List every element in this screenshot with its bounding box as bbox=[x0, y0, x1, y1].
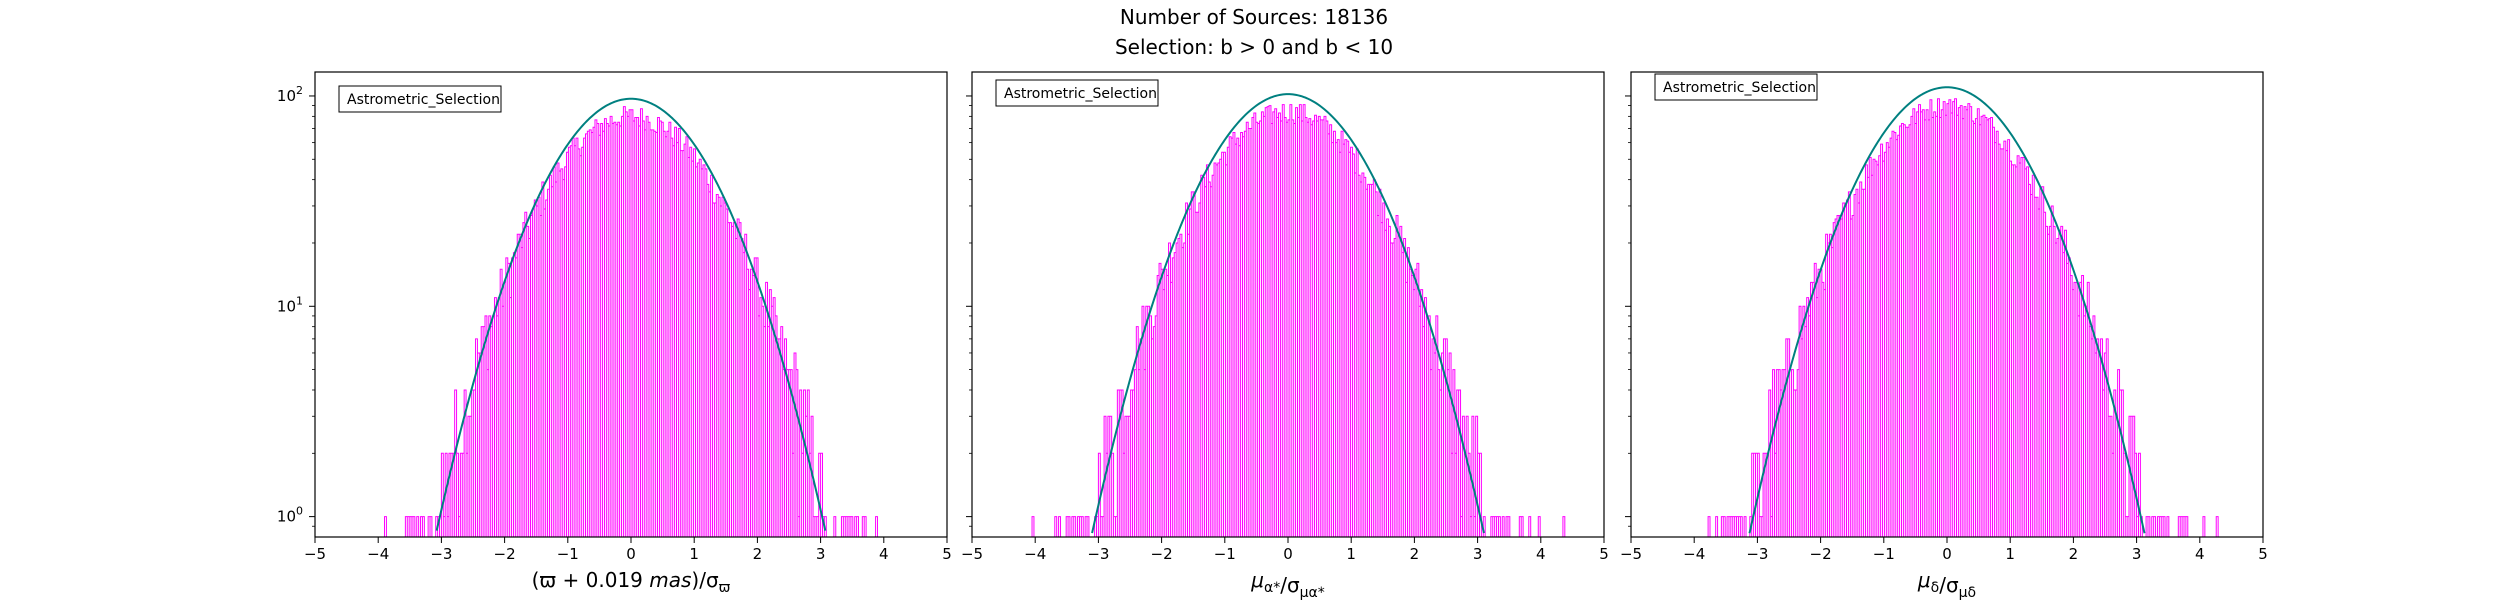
x-tick-label: −3 bbox=[430, 545, 452, 563]
x-tick-label: −2 bbox=[1151, 545, 1173, 563]
x-tick-label: −2 bbox=[1810, 545, 1832, 563]
x-tick-label: 0 bbox=[626, 545, 636, 563]
x-tick-label: 4 bbox=[879, 545, 889, 563]
x-tick-label: −4 bbox=[1683, 545, 1705, 563]
legend-box bbox=[995, 79, 1159, 107]
legend: Astrometric_Selection bbox=[338, 85, 502, 113]
histogram-bars bbox=[384, 106, 878, 537]
x-tick-label: −2 bbox=[494, 545, 516, 563]
x-tick-label: 0 bbox=[1283, 545, 1293, 563]
x-axis-label: μα*/σμα* bbox=[1250, 568, 1325, 601]
x-tick-label: −5 bbox=[1620, 545, 1642, 563]
x-tick-label: 0 bbox=[1942, 545, 1952, 563]
x-tick-label: −5 bbox=[961, 545, 983, 563]
x-tick-label: −5 bbox=[304, 545, 326, 563]
x-tick-label: −1 bbox=[1873, 545, 1895, 563]
histogram-bars bbox=[1031, 104, 1566, 537]
x-tick-label: 3 bbox=[1473, 545, 1483, 563]
x-tick-label: −3 bbox=[1746, 545, 1768, 563]
legend-box bbox=[1654, 73, 1818, 101]
x-axis-label-text: (ϖ + 0.019 mas)/σϖ bbox=[532, 568, 731, 596]
histogram-panel-pmra: −5 −4 −3 −2 −1 0 1 2 3 4 5 Astrometric_Selection μ… bbox=[961, 71, 1609, 601]
x-tick-label: 2 bbox=[1410, 545, 1420, 563]
x-axis-label-text: μδ/σμδ bbox=[1917, 568, 1976, 600]
axis-ticks: −5 −4 −3 −2 −1 0 1 2 3 4 5 bbox=[1620, 95, 2268, 563]
legend: Astrometric_Selection bbox=[1654, 73, 1818, 101]
y-tick-label: 101 bbox=[277, 294, 303, 315]
legend: Astrometric_Selection bbox=[995, 79, 1159, 107]
legend-label: Astrometric_Selection bbox=[1663, 80, 1816, 96]
x-tick-label: 1 bbox=[689, 545, 699, 563]
figure-title-line1: Number of Sources: 18136 bbox=[1120, 5, 1388, 29]
legend-box bbox=[338, 85, 502, 113]
y-tick-label: 100 bbox=[277, 505, 303, 526]
figure-title-line2: Selection: b > 0 and b < 10 bbox=[1115, 35, 1393, 59]
histogram-bars bbox=[1707, 98, 2219, 537]
gaussian-fit-curve bbox=[1091, 93, 1485, 534]
gaussian-fit-curve bbox=[435, 97, 827, 531]
histogram-steps bbox=[384, 106, 878, 537]
x-tick-label: 1 bbox=[1346, 545, 1356, 563]
x-axis-label-text: μα*/σμα* bbox=[1250, 568, 1325, 600]
x-tick-label: 3 bbox=[2132, 545, 2142, 563]
axis-ticks: −5 −4 −3 −2 −1 0 1 2 3 4 5 100 101 102 bbox=[277, 84, 952, 563]
x-axis-label: μδ/σμδ bbox=[1917, 568, 1976, 601]
x-tick-label: 2 bbox=[753, 545, 763, 563]
x-tick-label: 5 bbox=[1599, 545, 1609, 563]
y-tick-label: 102 bbox=[277, 84, 303, 105]
x-tick-label: 3 bbox=[816, 545, 826, 563]
x-tick-label: −3 bbox=[1087, 545, 1109, 563]
histogram-panel-pmdec: −5 −4 −3 −2 −1 0 1 2 3 4 5 Astrometric_Selection μ… bbox=[1620, 71, 2268, 601]
x-tick-label: 4 bbox=[1536, 545, 1546, 563]
x-tick-label: −4 bbox=[1024, 545, 1046, 563]
legend-label: Astrometric_Selection bbox=[347, 92, 500, 108]
x-tick-label: −1 bbox=[557, 545, 579, 563]
x-axis-label: (ϖ + 0.019 mas)/σϖ bbox=[532, 568, 731, 596]
x-tick-label: −1 bbox=[1214, 545, 1236, 563]
axis-ticks: −5 −4 −3 −2 −1 0 1 2 3 4 5 bbox=[961, 95, 1609, 563]
legend-label: Astrometric_Selection bbox=[1004, 86, 1157, 102]
x-tick-label: 5 bbox=[942, 545, 952, 563]
x-tick-label: −4 bbox=[367, 545, 389, 563]
histogram-steps bbox=[1707, 98, 2219, 537]
x-tick-label: 4 bbox=[2195, 545, 2205, 563]
x-tick-label: 5 bbox=[2258, 545, 2268, 563]
x-tick-label: 1 bbox=[2005, 545, 2015, 563]
gaussian-fit-curve bbox=[1748, 86, 2146, 534]
histogram-steps bbox=[1031, 104, 1566, 537]
histogram-panel-parallax: −5 −4 −3 −2 −1 0 1 2 3 4 5 100 101 102 Astrometric_Se… bbox=[277, 71, 952, 596]
x-tick-label: 2 bbox=[2069, 545, 2079, 563]
